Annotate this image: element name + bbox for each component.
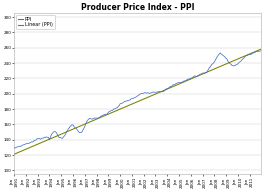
Title: Producer Price Index - PPI: Producer Price Index - PPI — [81, 3, 194, 12]
Legend: PPI, Linear (PPI): PPI, Linear (PPI) — [16, 15, 55, 29]
